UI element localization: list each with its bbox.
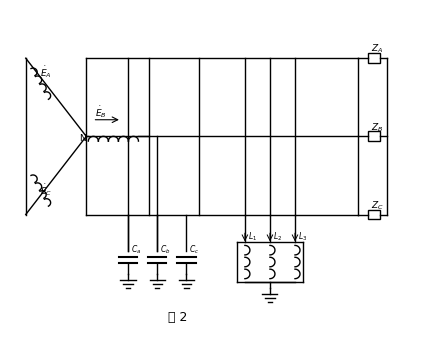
Text: $C_a$: $C_a$ (131, 244, 141, 256)
Text: $\dot{E}_A$: $\dot{E}_A$ (40, 64, 52, 79)
Text: $C_c$: $C_c$ (190, 244, 200, 256)
Text: $\dot{E}_B$: $\dot{E}_B$ (95, 105, 106, 120)
Text: 图 2: 图 2 (168, 311, 188, 324)
Bar (368, 53, 380, 63)
Bar (368, 131, 380, 141)
Text: $C_b$: $C_b$ (160, 244, 170, 256)
Text: $L_2$: $L_2$ (273, 231, 282, 243)
Text: $L_1$: $L_1$ (248, 231, 257, 243)
Text: N: N (79, 134, 85, 143)
Text: $\dot{E}_C$: $\dot{E}_C$ (40, 183, 52, 198)
Text: $Z_C$: $Z_C$ (371, 199, 384, 212)
Text: $L_3$: $L_3$ (298, 231, 307, 243)
Bar (368, 210, 380, 220)
Text: $Z_B$: $Z_B$ (371, 121, 383, 133)
Text: $Z_A$: $Z_A$ (371, 43, 383, 55)
